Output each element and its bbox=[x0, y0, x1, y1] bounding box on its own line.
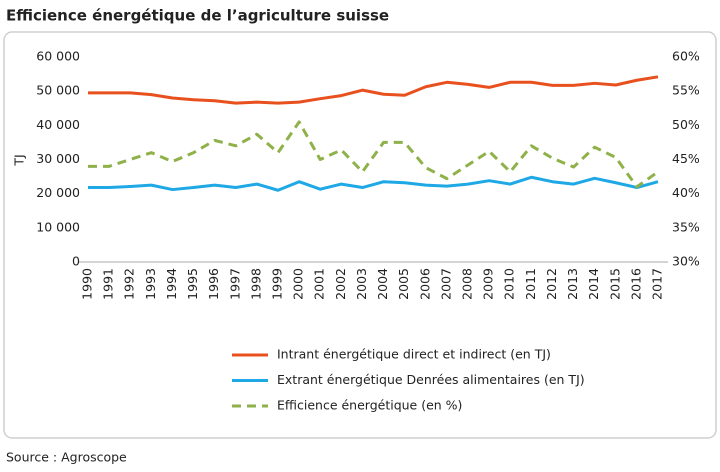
x-tick-label: 2004 bbox=[375, 268, 390, 300]
y-tick-label: 20 000 bbox=[36, 185, 80, 200]
x-tick-label: 2011 bbox=[523, 268, 538, 300]
x-tick-label: 1991 bbox=[101, 268, 116, 300]
source: Source : Agroscope bbox=[6, 450, 127, 465]
x-tick-label: 1998 bbox=[248, 268, 263, 300]
y-tick-label: 50 000 bbox=[36, 83, 80, 98]
x-tick-label: 1997 bbox=[227, 268, 242, 300]
x-tick-label: 1993 bbox=[143, 268, 158, 300]
y-tick-label: 60% bbox=[672, 49, 700, 64]
series-line bbox=[88, 75, 659, 105]
y-tick-label: 55% bbox=[672, 83, 700, 98]
x-tick-label: 1994 bbox=[164, 268, 179, 300]
x-tick-label: 2008 bbox=[460, 268, 475, 300]
x-tick-label: 2017 bbox=[650, 268, 665, 300]
x-tick-label: 2006 bbox=[417, 268, 432, 300]
chart-frame bbox=[3, 31, 717, 439]
x-tick-label: 2002 bbox=[333, 268, 348, 300]
x-tick-label: 1996 bbox=[206, 268, 221, 300]
legend-label: Efficience énergétique (en %) bbox=[277, 398, 462, 413]
x-tick-label: 2000 bbox=[291, 268, 306, 300]
y-tick-label: 40% bbox=[672, 185, 700, 200]
x-tick-label: 2010 bbox=[502, 268, 517, 300]
x-tick-label: 2005 bbox=[396, 268, 411, 300]
x-tick-label: 1992 bbox=[122, 268, 137, 300]
legend-label: Extrant énergétique Denrées alimentaires… bbox=[277, 372, 585, 387]
x-tick-label: 2009 bbox=[481, 268, 496, 300]
chart-title: Efficience énergétique de l’agriculture … bbox=[6, 7, 389, 25]
x-tick-label: 2007 bbox=[438, 268, 453, 300]
y-tick-label: 10 000 bbox=[36, 219, 80, 234]
y-tick-label: 45% bbox=[672, 151, 700, 166]
x-tick-label: 2001 bbox=[312, 268, 327, 300]
x-tick-label: 1990 bbox=[80, 268, 95, 300]
y-tick-label: 30 000 bbox=[36, 151, 80, 166]
x-tick-label: 1999 bbox=[270, 268, 285, 300]
x-tick-label: 2014 bbox=[586, 268, 601, 300]
x-tick-label: 2015 bbox=[607, 268, 622, 300]
x-tick-label: 2003 bbox=[354, 268, 369, 300]
x-tick-label: 1995 bbox=[185, 268, 200, 300]
y-tick-label: 35% bbox=[672, 219, 700, 234]
y-tick-label: 0 bbox=[72, 254, 80, 269]
x-tick-label: 2013 bbox=[565, 268, 580, 300]
legend-label: Intrant énergétique direct et indirect (… bbox=[277, 347, 551, 362]
series-line bbox=[88, 175, 659, 192]
x-tick-label: 2016 bbox=[628, 268, 643, 300]
y-tick-label: 60 000 bbox=[36, 49, 80, 64]
y-tick-label: 40 000 bbox=[36, 117, 80, 132]
y-tick-label: 50% bbox=[672, 117, 700, 132]
x-tick-label: 2012 bbox=[544, 268, 559, 300]
series-line bbox=[88, 120, 659, 189]
y-axis-label: TJ bbox=[12, 154, 27, 166]
y-tick-label: 30% bbox=[672, 254, 700, 269]
